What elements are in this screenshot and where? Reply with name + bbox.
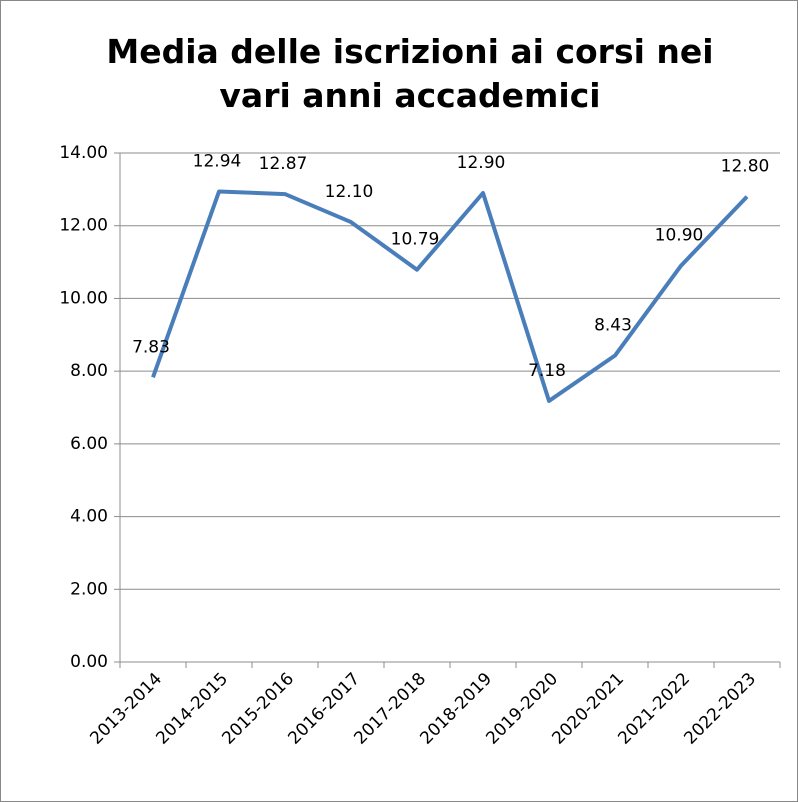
y-tick-label: 0.00	[70, 652, 108, 672]
data-label: 12.94	[193, 152, 242, 172]
y-tick-label: 6.00	[70, 434, 108, 454]
chart-title: Media delle iscrizioni ai corsi nei vari…	[106, 32, 714, 115]
data-label: 10.90	[655, 226, 704, 246]
data-label: 8.43	[594, 316, 632, 336]
data-line	[151, 189, 749, 403]
data-label: 12.10	[325, 182, 374, 202]
y-tick-label: 2.00	[70, 579, 108, 599]
data-label: 12.90	[457, 153, 506, 173]
data-label: 7.18	[528, 361, 566, 381]
data-label: 12.80	[721, 157, 770, 177]
data-label: 10.79	[391, 230, 440, 250]
y-tick-label: 8.00	[70, 361, 108, 381]
y-tick-label: 4.00	[70, 507, 108, 527]
y-tick-label: 12.00	[59, 216, 108, 236]
data-label: 7.83	[132, 337, 170, 357]
data-label: 12.87	[259, 154, 308, 174]
y-tick-label: 14.00	[59, 143, 108, 163]
y-tick-label: 10.00	[59, 288, 108, 308]
x-tick-label: 2022-2023	[680, 669, 760, 749]
